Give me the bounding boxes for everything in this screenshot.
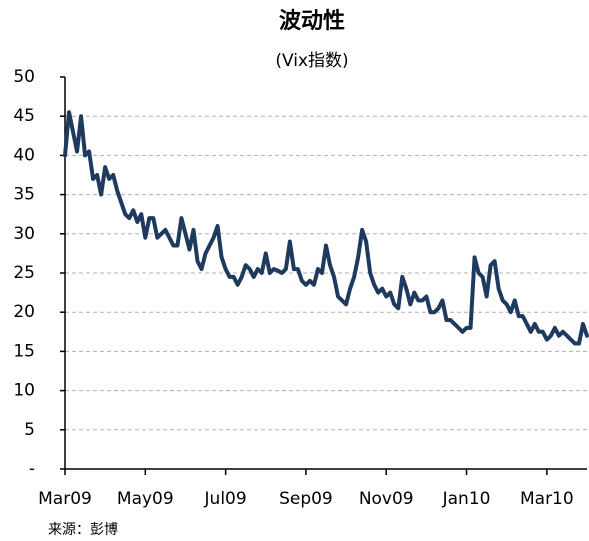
chart-subtitle: (Vix指数): [275, 51, 348, 71]
y-tick-label: 30: [13, 224, 35, 244]
x-tick-label: Jan10: [442, 489, 491, 509]
y-tick-label: 50: [13, 67, 35, 87]
x-tick-label: Nov09: [359, 489, 414, 509]
chart-title: 波动性: [279, 9, 345, 34]
vix-line: [63, 110, 589, 346]
x-tick-label: Mar09: [38, 489, 92, 509]
y-tick-label: -: [29, 459, 35, 479]
x-tick-label: Sep09: [279, 489, 333, 509]
y-tick-label: 40: [13, 145, 35, 165]
source-note: 来源：彭博: [48, 521, 118, 538]
y-tick-label: 45: [13, 106, 35, 126]
y-tick-label: 15: [13, 341, 35, 361]
x-tick-label: Mar10: [520, 489, 574, 509]
y-tick-label: 35: [13, 185, 35, 205]
y-tick-label: 20: [13, 302, 35, 322]
y-tick-label: 5: [24, 420, 35, 440]
x-tick-label: Jul09: [204, 489, 247, 509]
y-tick-label: 10: [13, 381, 35, 401]
x-tick-label: May09: [117, 489, 174, 509]
y-tick-label: 25: [13, 263, 35, 283]
